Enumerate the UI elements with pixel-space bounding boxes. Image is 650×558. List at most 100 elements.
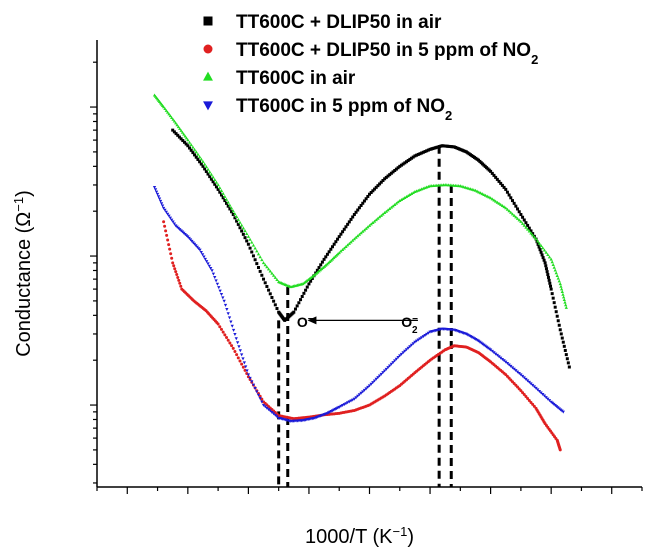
data-point-series-0 [300,294,304,298]
data-point-series-2 [337,251,341,255]
data-point-series-1 [230,344,234,348]
data-point-series-2 [228,203,232,207]
data-point-series-3 [225,308,229,312]
data-point-series-1 [165,233,169,237]
data-point-series-0 [415,153,419,157]
annotation-label: O− [297,314,314,331]
legend-marker-3 [203,101,213,111]
data-point-series-2 [273,275,277,279]
data-point-series-3 [524,377,528,381]
data-point-series-3 [342,403,346,407]
data-point-series-0 [519,213,523,217]
data-point-series-2 [216,183,220,187]
data-point-series-2 [490,197,494,201]
data-point-series-0 [209,177,213,181]
data-point-series-0 [299,298,303,302]
data-point-series-1 [221,330,225,334]
data-point-series-3 [241,357,245,361]
data-point-series-3 [340,404,345,408]
data-point-series-2 [349,240,353,244]
data-point-series-2 [240,223,244,227]
data-point-series-2 [487,195,491,199]
data-point-series-2 [163,107,167,111]
data-point-series-3 [467,334,471,338]
data-point-series-2 [563,303,568,307]
data-point-series-0 [384,175,388,179]
data-point-series-0 [218,190,222,194]
data-point-series-0 [364,197,368,201]
data-point-series-0 [315,268,319,272]
data-point-series-0 [366,194,370,198]
data-point-series-0 [556,319,560,323]
data-point-series-3 [246,373,251,377]
data-point-series-3 [258,397,262,401]
data-point-series-3 [403,349,407,353]
data-point-series-3 [561,410,565,414]
data-point-series-2 [550,260,554,264]
data-point-series-3 [376,376,380,380]
data-point-series-3 [235,341,240,345]
data-point-series-0 [405,160,409,164]
data-point-series-3 [255,390,259,394]
data-point-series-2 [164,108,168,112]
data-point-series-0 [403,161,407,165]
data-point-series-2 [542,248,547,252]
data-point-series-1 [241,365,245,369]
data-point-series-3 [381,371,385,375]
data-point-series-2 [187,140,192,144]
data-point-series-0 [235,219,239,223]
data-point-series-2 [271,273,276,277]
data-point-series-3 [507,363,511,367]
data-point-series-0 [504,187,508,191]
data-point-series-0 [544,264,548,268]
data-point-series-0 [543,261,547,265]
data-point-series-0 [550,292,554,296]
data-point-series-0 [546,275,550,279]
data-point-series-2 [199,157,203,161]
data-point-series-2 [561,295,566,299]
data-point-series-3 [231,328,236,332]
data-point-series-0 [509,196,513,200]
data-point-series-3 [256,393,261,397]
legend-marker-1 [203,44,213,54]
data-point-series-3 [413,340,417,344]
data-point-series-0 [494,175,498,179]
data-point-series-3 [199,250,203,254]
data-point-series-2 [527,229,531,233]
data-point-series-2 [186,138,190,142]
data-point-series-3 [532,385,536,389]
data-point-series-3 [154,190,159,194]
data-point-series-3 [389,362,394,366]
data-point-series-0 [527,226,531,230]
data-point-series-3 [393,359,397,363]
data-point-series-3 [349,399,353,403]
data-point-series-0 [521,215,525,219]
data-point-series-0 [201,164,205,168]
data-point-series-2 [260,258,264,262]
data-point-series-0 [262,277,266,281]
data-point-series-2 [270,271,274,275]
data-point-series-3 [238,349,242,353]
data-point-series-0 [206,172,210,176]
data-point-series-2 [558,282,562,286]
data-point-series-0 [393,168,397,172]
data-point-series-2 [174,121,178,125]
data-point-series-1 [527,398,531,402]
data-point-series-0 [500,183,504,187]
data-point-series-0 [293,307,297,311]
data-point-series-3 [377,374,382,378]
data-point-series-0 [346,222,350,226]
data-point-series-0 [408,157,412,161]
data-point-series-0 [526,223,530,227]
data-point-series-0 [423,150,427,154]
data-point-series-2 [510,212,515,216]
data-point-series-3 [263,405,267,409]
data-point-series-3 [539,391,543,395]
data-point-series-3 [155,192,160,196]
data-point-series-0 [171,128,175,132]
data-point-series-3 [161,206,166,210]
data-point-series-2 [261,261,266,265]
data-point-series-0 [344,225,348,229]
data-point-series-0 [189,148,193,152]
data-point-series-1 [258,394,262,398]
